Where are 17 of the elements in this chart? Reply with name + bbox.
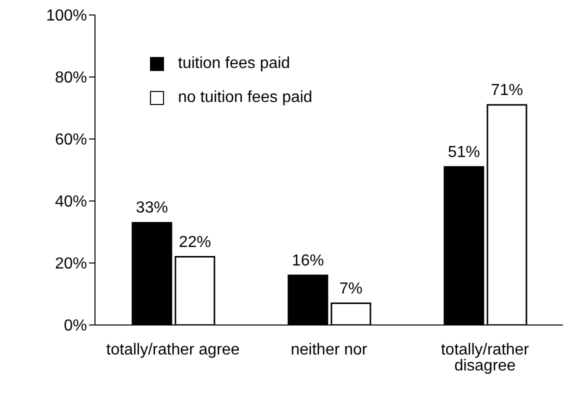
y-tick-label: 100% [46, 8, 87, 25]
legend-label: tuition fees paid [178, 55, 290, 73]
legend-label: no tuition fees paid [178, 89, 312, 107]
y-tick-label: 0% [64, 318, 87, 335]
x-tick-label: totally/rather disagree [440, 341, 530, 374]
y-tick-label: 60% [54, 132, 87, 149]
y-tick-label: 20% [54, 256, 87, 273]
y-tick-label: 40% [54, 194, 87, 211]
data-label: 33% [136, 200, 168, 217]
x-tick-label: neither nor [290, 341, 368, 358]
y-tick-label: 80% [54, 70, 87, 87]
x-tick-label: totally/rather agree [106, 341, 240, 358]
data-label: 7% [339, 280, 363, 298]
data-label: 51% [448, 144, 480, 161]
data-label: 22% [178, 234, 211, 251]
data-label: 16% [292, 252, 324, 270]
data-label: 71% [490, 82, 523, 99]
